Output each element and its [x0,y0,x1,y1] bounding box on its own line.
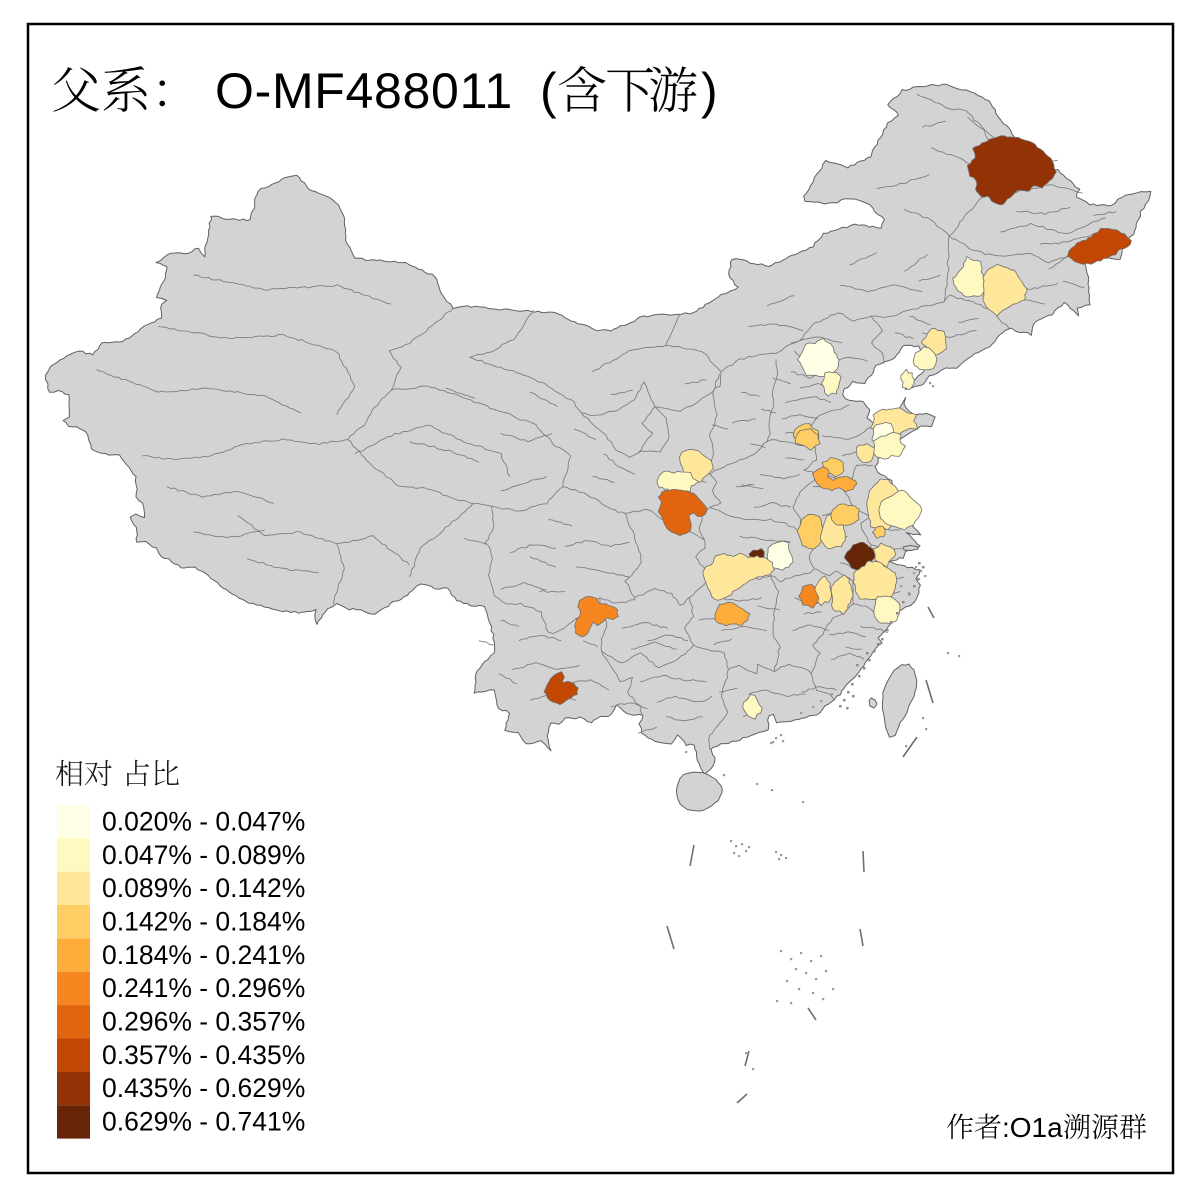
svg-text:0.089% - 0.142%: 0.089% - 0.142% [102,873,305,903]
svg-text:0.357% - 0.435%: 0.357% - 0.435% [102,1040,305,1070]
svg-text:(: ( [540,63,557,119]
svg-text:): ) [701,63,718,119]
svg-text:0.241% - 0.296%: 0.241% - 0.296% [102,973,305,1003]
svg-text:0.435% - 0.629%: 0.435% - 0.629% [102,1073,305,1103]
svg-text:0.629% - 0.741%: 0.629% - 0.741% [102,1107,305,1137]
svg-text:0.047% - 0.089%: 0.047% - 0.089% [102,840,305,870]
svg-text:O-MF488011: O-MF488011 [215,63,513,119]
svg-text:0.184% - 0.241%: 0.184% - 0.241% [102,940,305,970]
svg-text:0.296% - 0.357%: 0.296% - 0.357% [102,1007,305,1037]
svg-text:0.020% - 0.047%: 0.020% - 0.047% [102,806,305,836]
svg-text::O1a: :O1a [1002,1112,1063,1143]
svg-text:0.142% - 0.184%: 0.142% - 0.184% [102,906,305,936]
